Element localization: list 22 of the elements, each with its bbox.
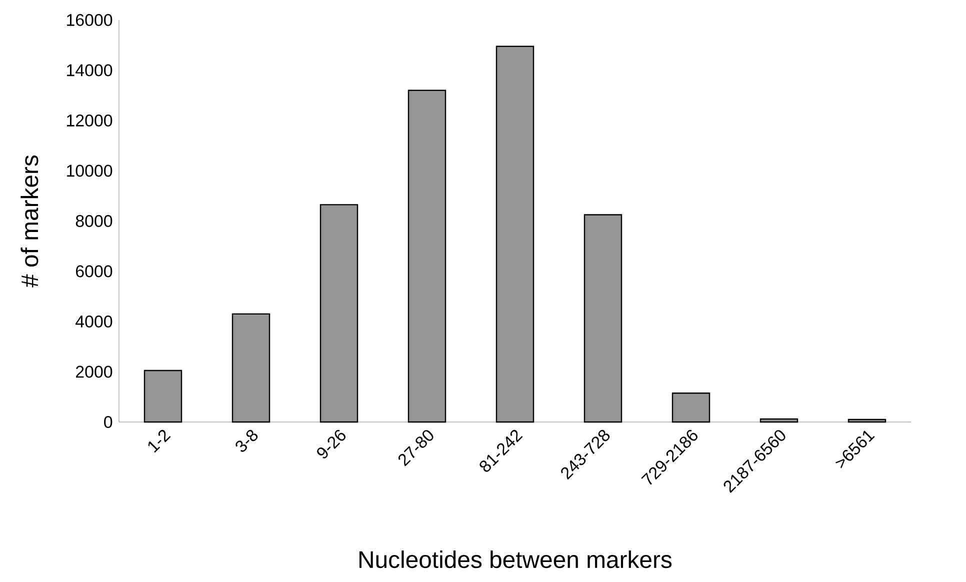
bar [760,418,798,423]
x-axis-title: Nucleotides between markers [359,550,672,568]
bar [672,392,710,423]
y-tick-label: 8000 [76,215,112,227]
y-tick-label: 10000 [67,164,112,177]
bar [848,418,886,423]
y-tick-label: 0 [104,416,112,428]
y-tick-label: 2000 [76,366,112,378]
bar [584,214,622,423]
bar [320,204,358,423]
bar [408,90,446,423]
y-axis-title: # of markers [20,155,38,288]
bar [232,313,270,423]
x-tick-label: 1-2 [148,430,171,453]
bar [144,370,182,423]
y-tick-label: 16000 [67,14,112,26]
y-tick-label: 12000 [67,114,112,126]
y-tick-label: 14000 [67,64,112,76]
y-tick-label: 4000 [76,316,112,328]
x-tick-label: 3-8 [236,430,258,452]
bar [496,46,534,423]
y-tick-label: 6000 [76,265,112,278]
